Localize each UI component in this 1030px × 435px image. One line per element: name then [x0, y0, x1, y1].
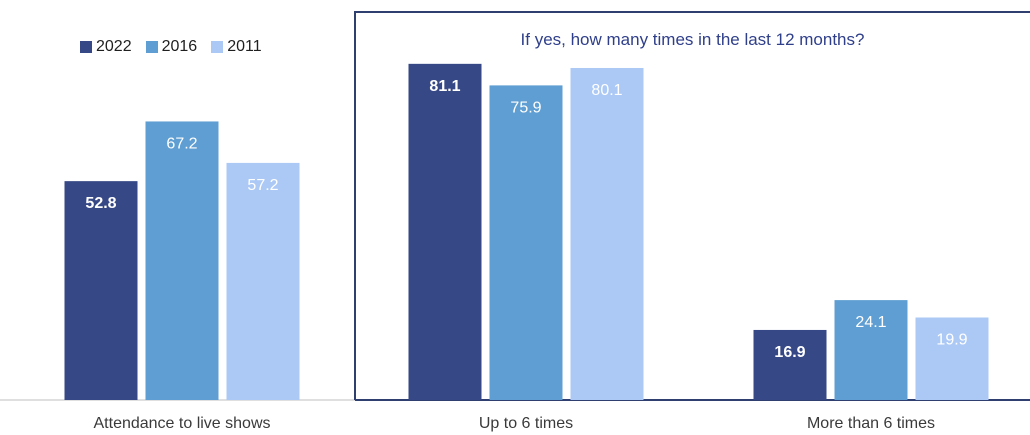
value-labels-group: 52.8 67.2 57.2 81.1 75.9 80.1 16.9 24.1 19.9 [85, 78, 967, 361]
legend-swatch-2011 [211, 41, 224, 53]
bars-group [64, 63, 989, 401]
bar-2011-1 [570, 67, 644, 400]
bar-2022-0 [64, 181, 138, 400]
value-label-2016-0: 67.2 [166, 135, 197, 152]
value-label-2022-1: 81.1 [429, 78, 460, 95]
legend-swatch-2022 [80, 41, 92, 53]
value-label-2011-2: 19.9 [936, 332, 967, 349]
bar-2022-2 [753, 329, 827, 400]
value-label-2016-2: 24.1 [855, 314, 886, 331]
category-labels-group: Attendance to live shows Up to 6 times Mor… [94, 415, 936, 432]
legend-label-2022: 2022 [96, 38, 132, 55]
legend-item-2011: 2011 [211, 38, 262, 56]
legend-label-2016: 2016 [161, 38, 198, 55]
value-label-2016-1: 75.9 [510, 99, 541, 116]
legend: 2022 2016 2011 [80, 38, 262, 56]
chart-subtitle: If yes, how many times in the last 12 mo… [520, 30, 865, 49]
value-label-2022-2: 16.9 [774, 344, 805, 361]
legend-item-2022: 2022 [80, 38, 132, 56]
legend-item-2016: 2016 [145, 38, 198, 56]
category-label-0: Attendance to live shows [94, 415, 271, 432]
bar-2016-0 [145, 121, 219, 401]
legend-label-2011: 2011 [227, 38, 262, 55]
category-label-2: More than 6 times [807, 415, 935, 432]
bar-2022-1 [408, 63, 482, 400]
bar-2016-1 [489, 85, 563, 400]
bar-2016-2 [834, 300, 908, 400]
category-label-1: Up to 6 times [479, 415, 573, 432]
legend-swatch-2016 [145, 41, 158, 53]
bar-2011-2 [915, 317, 989, 400]
value-label-2011-1: 80.1 [591, 82, 622, 99]
value-label-2011-0: 57.2 [247, 177, 278, 194]
value-label-2022-0: 52.8 [85, 195, 116, 212]
bar-2011-0 [226, 162, 300, 400]
sub-question-frame [354, 11, 1030, 400]
